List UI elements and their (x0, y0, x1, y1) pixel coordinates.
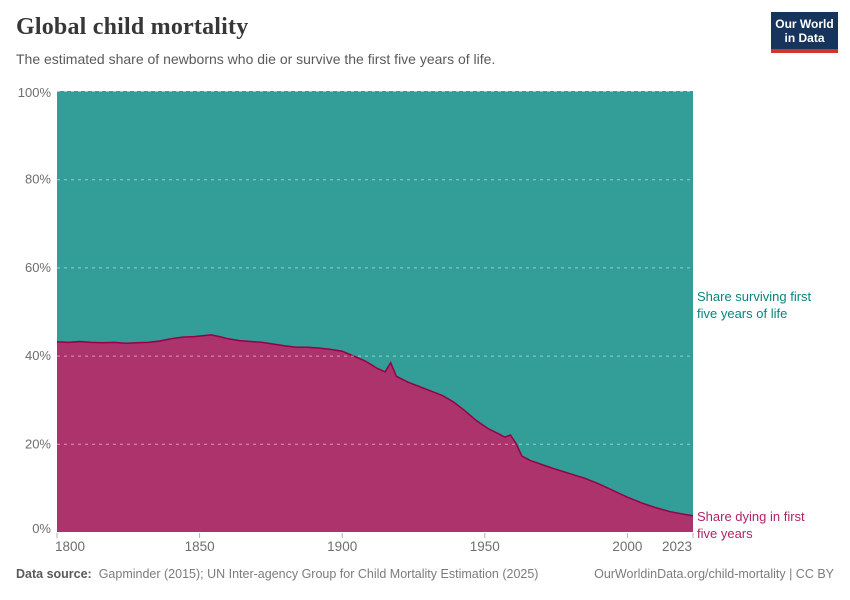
x-axis-tick-label: 2023 (662, 539, 692, 554)
x-axis-tick-label: 1800 (55, 539, 85, 554)
legend-dying-line1: Share dying in first (697, 509, 805, 524)
dying-area[interactable] (57, 334, 693, 532)
legend-label-surviving[interactable]: Share surviving first five years of life (697, 288, 847, 322)
y-axis-tick-label: 80% (25, 172, 51, 187)
footer-data-source: Data source: Gapminder (2015); UN Inter-… (16, 567, 538, 581)
y-axis-tick-label: 0% (32, 521, 51, 536)
legend-surviving-line2: five years of life (697, 306, 788, 321)
footer: Data source: Gapminder (2015); UN Inter-… (16, 567, 834, 581)
citation-link[interactable]: OurWorldinData.org/child-mortality (594, 567, 786, 581)
x-axis-tick-label: 1850 (185, 539, 215, 554)
data-source-text: Gapminder (2015); UN Inter-agency Group … (98, 567, 539, 581)
citation-divider: | (785, 567, 796, 581)
chart-subtitle: The estimated share of newborns who die … (16, 51, 496, 67)
y-axis-tick-label: 20% (25, 436, 51, 451)
legend-dying-line2: five years (697, 526, 753, 541)
x-axis-tick-label: 1900 (327, 539, 357, 554)
owid-logo-line1: Our World (775, 17, 834, 31)
legend-surviving-line1: Share surviving first (697, 289, 812, 304)
legend-label-dying[interactable]: Share dying in first five years (697, 508, 847, 542)
owid-logo-line2: in Data (784, 31, 825, 45)
y-axis-tick-label: 40% (25, 348, 51, 363)
footer-citation: OurWorldinData.org/child-mortality | CC … (594, 567, 834, 581)
x-axis-tick-label: 2000 (612, 539, 642, 554)
page-title: Global child mortality (16, 14, 249, 40)
data-source-label: Data source: (16, 567, 92, 581)
y-axis-tick-label: 60% (25, 260, 51, 275)
owid-logo[interactable]: Our World in Data (771, 12, 838, 53)
x-axis-tick-label: 1950 (470, 539, 500, 554)
y-axis-tick-label: 100% (18, 85, 52, 100)
dying-boundary-line (56, 334, 694, 517)
license-label: CC BY (795, 567, 834, 581)
